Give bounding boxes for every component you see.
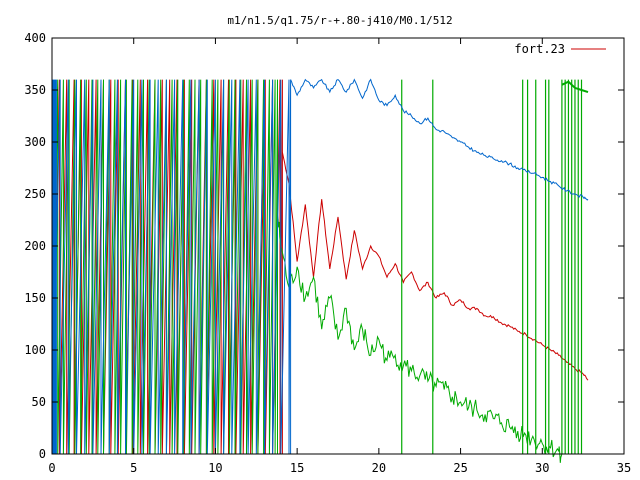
series-line bbox=[277, 214, 563, 463]
x-tick-label: 20 bbox=[372, 461, 386, 475]
legend: fort.23 bbox=[514, 42, 606, 56]
x-tick-label: 15 bbox=[290, 461, 304, 475]
x-tick-label: 5 bbox=[130, 461, 137, 475]
series-line bbox=[281, 152, 589, 381]
x-tick-label: 10 bbox=[208, 461, 222, 475]
y-tick-label: 100 bbox=[24, 343, 46, 357]
x-tick-label: 0 bbox=[48, 461, 55, 475]
y-tick-label: 200 bbox=[24, 239, 46, 253]
y-tick-label: 400 bbox=[24, 31, 46, 45]
y-tick-label: 150 bbox=[24, 291, 46, 305]
legend-label: fort.23 bbox=[514, 42, 565, 56]
x-tick-label: 30 bbox=[535, 461, 549, 475]
series-layer bbox=[51, 78, 589, 463]
chart-title: m1/n1.5/q1.75/r-+.80-j410/M0.1/512 bbox=[227, 14, 452, 27]
y-tick-label: 250 bbox=[24, 187, 46, 201]
series-line bbox=[290, 78, 589, 201]
x-tick-label: 35 bbox=[617, 461, 631, 475]
y-tick-label: 300 bbox=[24, 135, 46, 149]
y-tick-label: 50 bbox=[32, 395, 46, 409]
y-tick-label: 0 bbox=[39, 447, 46, 461]
series-2 bbox=[51, 78, 589, 455]
x-tick-label: 25 bbox=[453, 461, 467, 475]
y-tick-label: 350 bbox=[24, 83, 46, 97]
series-dense-band bbox=[52, 79, 57, 454]
series-tail bbox=[561, 80, 589, 94]
